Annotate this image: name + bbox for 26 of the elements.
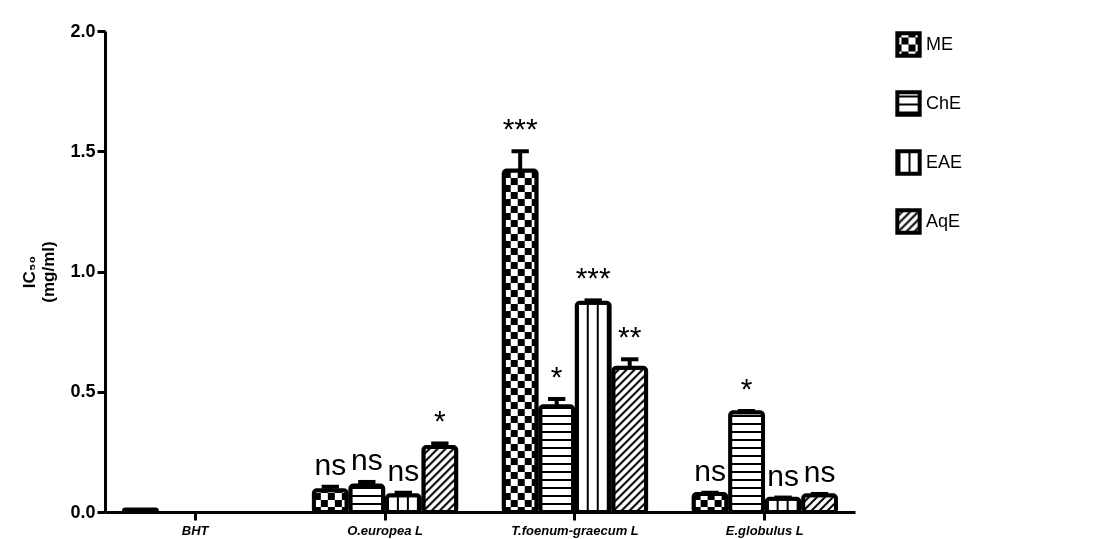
y-tick-label: 1.5	[70, 140, 96, 161]
data-label: **	[618, 320, 642, 354]
x-tick-label: O.europea L	[347, 522, 424, 538]
legend-label: AqE	[926, 210, 961, 231]
data-label: ns	[803, 454, 836, 488]
data-label: *	[433, 404, 446, 438]
data-label: ***	[502, 112, 538, 146]
y-tick-label: 0.5	[70, 381, 96, 402]
y-tick-label: 0.0	[70, 501, 96, 522]
data-label: ns	[694, 453, 726, 487]
legend-label: EAE	[926, 151, 963, 172]
data-label: *	[550, 359, 563, 393]
x-tick-label: T.foenum-graecum L	[511, 522, 639, 538]
y-tick-label: 1.0	[70, 261, 96, 281]
data-label: ns	[350, 442, 383, 476]
data-label: ns	[387, 453, 420, 487]
data-label: ns	[767, 458, 799, 492]
legend-label: ME	[926, 33, 953, 54]
data-label: ns	[314, 447, 347, 481]
y-tick-label: 2.0	[70, 20, 96, 41]
legend-label: ChE	[926, 92, 962, 113]
data-label: ***	[575, 261, 612, 295]
x-tick-label: E.globulus L	[725, 522, 804, 538]
data-label: *	[740, 371, 753, 405]
x-tick-label: BHT	[181, 522, 210, 538]
y-axis-title: IC₅₀ (mg/ml)	[20, 241, 59, 303]
